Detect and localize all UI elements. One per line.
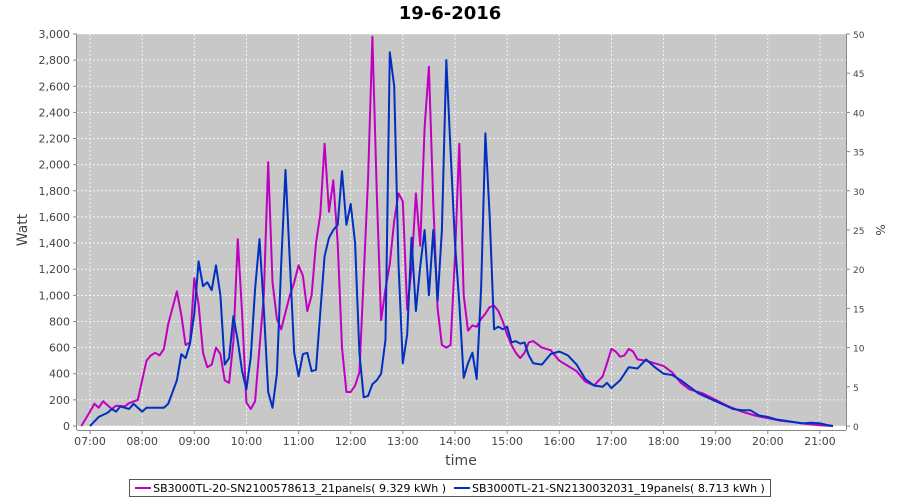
y2-tick-label: 25 [853, 227, 864, 237]
y-tick-label: 1,000 [39, 289, 71, 302]
y-tick-label: 600 [49, 342, 70, 355]
y-tick-label: 2,200 [39, 133, 71, 146]
y-axis-ticks: 0 200 400 600 800 1,000 1,200 1,400 1,600 1,800 2,… [39, 28, 77, 433]
y-tick-label: 200 [49, 394, 70, 407]
y2-tick-label: 15 [853, 305, 864, 315]
y-tick-label: 1,400 [39, 237, 71, 250]
axes [76, 34, 847, 431]
y-tick-label: 1,600 [39, 211, 71, 224]
chart-title: 19-6-2016 [398, 3, 502, 24]
y2-tick-label: 30 [853, 188, 865, 198]
x-tick-label: 11:00 [283, 435, 315, 448]
x-tick-label: 20:00 [752, 435, 784, 448]
legend-label-series-1: SB3000TL-20-SN2100578613_21panels( 9.329… [153, 481, 446, 495]
y2-tick-label: 45 [853, 70, 864, 80]
y-tick-label: 2,400 [39, 106, 71, 119]
x-tick-label: 19:00 [700, 435, 732, 448]
legend-label-series-2: SB3000TL-21-SN2130032031_19panels( 8.713… [472, 481, 765, 495]
y-tick-label: 3,000 [39, 28, 71, 41]
legend-item-series-2: SB3000TL-21-SN2130032031_19panels( 8.713… [454, 482, 765, 495]
y2-tick-label: 5 [853, 384, 859, 394]
x-axis-ticks: 07:00 08:00 09:00 10:00 11:00 12:00 13:00 14:00… [74, 430, 836, 448]
legend-swatch-series-2 [454, 487, 470, 489]
y-tick-label: 1,800 [39, 185, 71, 198]
x-tick-label: 18:00 [648, 435, 680, 448]
x-tick-label: 12:00 [335, 435, 367, 448]
y-tick-label: 1,200 [39, 263, 71, 276]
series-line-1 [80, 35, 834, 427]
legend-item-series-1: SB3000TL-20-SN2100578613_21panels( 9.329… [135, 482, 446, 495]
x-tick-label: 08:00 [126, 435, 158, 448]
x-tick-label: 21:00 [804, 435, 836, 448]
legend: SB3000TL-20-SN2100578613_21panels( 9.329… [129, 479, 771, 497]
legend-swatch-series-1 [135, 487, 152, 489]
y-tick-label: 2,000 [39, 159, 71, 172]
x-tick-label: 14:00 [439, 435, 471, 448]
x-tick-label: 09:00 [178, 435, 210, 448]
grid-lines [77, 33, 846, 427]
y2-tick-label: 10 [853, 345, 865, 355]
x-tick-label: 07:00 [74, 435, 106, 448]
y-tick-label: 0 [63, 420, 70, 433]
x-tick-label: 16:00 [543, 435, 575, 448]
x-tick-label: 17:00 [596, 435, 628, 448]
y-tick-label: 2,800 [39, 54, 71, 67]
y2-tick-label: 20 [853, 266, 865, 276]
y2-tick-label: 35 [853, 149, 864, 159]
y2-axis-ticks: 0 5 10 15 20 25 30 35 40 45 50 [846, 31, 865, 433]
y2-axis-title: % [873, 224, 887, 235]
y-tick-label: 800 [49, 315, 70, 328]
series-lines [80, 35, 834, 427]
x-tick-label: 10:00 [231, 435, 263, 448]
line-chart: 02004006008001,0001,2001,4001,6001,8002,… [15, 28, 887, 469]
y-tick-label: 2,600 [39, 80, 71, 93]
y-axis-title: Watt [15, 213, 31, 246]
x-axis-title: time [445, 453, 477, 469]
x-tick-label: 13:00 [387, 435, 419, 448]
y-tick-label: 400 [49, 368, 70, 381]
x-tick-label: 15:00 [491, 435, 523, 448]
y2-tick-label: 0 [853, 423, 859, 433]
y2-tick-label: 50 [853, 31, 865, 41]
y2-tick-label: 40 [853, 109, 865, 119]
series-line-2 [89, 51, 834, 427]
